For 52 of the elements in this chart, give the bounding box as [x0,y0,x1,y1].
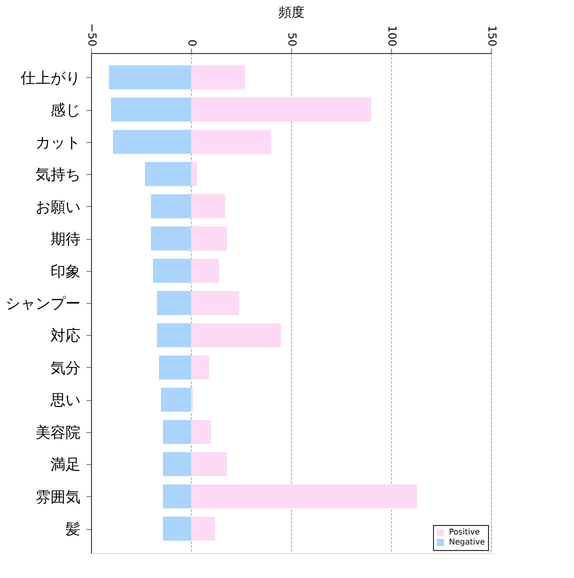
y-tick-label: シャンプー [6,294,80,312]
bar [111,98,191,122]
y-tick-label: 髪 [66,520,80,538]
bar [191,130,271,154]
bar [191,420,211,444]
y-tick-label: 仕上がり [20,68,80,87]
y-tick-label: 雰囲気 [36,488,80,506]
x-tick-label: −50 [86,23,98,46]
bar [191,162,197,186]
x-tick-label: 0 [186,40,198,46]
bar [191,98,371,122]
bar [191,355,209,380]
bar [109,65,191,90]
bar [191,516,215,541]
bar [191,484,417,508]
y-tick-label: 美容院 [36,423,80,442]
x-tick-label: 100 [386,26,398,46]
bar [153,258,191,283]
x-axis-title: 頻度 [278,4,304,20]
y-tick-label: 期待 [50,230,80,248]
y-tick-label: お願い [36,198,80,216]
y-tick-label: 満足 [50,456,80,474]
bar [163,452,191,476]
bar [113,130,191,154]
bar [191,258,219,283]
y-tick-label: 対応 [50,326,80,345]
y-tick-label: 感じ [50,101,80,120]
bar [157,291,191,315]
y-tick-label: 印象 [50,262,80,280]
legend-label: Positive [449,528,480,536]
bar [191,226,227,251]
bar [191,194,225,218]
bar [163,516,191,541]
bar [145,162,191,186]
y-tick-label: カット [36,133,80,152]
bar [151,194,191,218]
bar [163,484,191,508]
bar [161,388,191,412]
x-tick-label: 50 [286,32,298,46]
y-tick-label: 気持ち [36,166,80,184]
bar [191,323,281,348]
bar [157,323,191,348]
bar [191,65,245,90]
bar [159,355,191,380]
x-tick-label: 150 [486,26,498,46]
legend-label: Negative [449,538,485,546]
bar [191,291,239,315]
y-tick-label: 思い [50,391,80,410]
bar [163,420,191,444]
y-tick-label: 気分 [50,358,80,377]
bar [191,452,227,476]
bar [151,226,191,251]
